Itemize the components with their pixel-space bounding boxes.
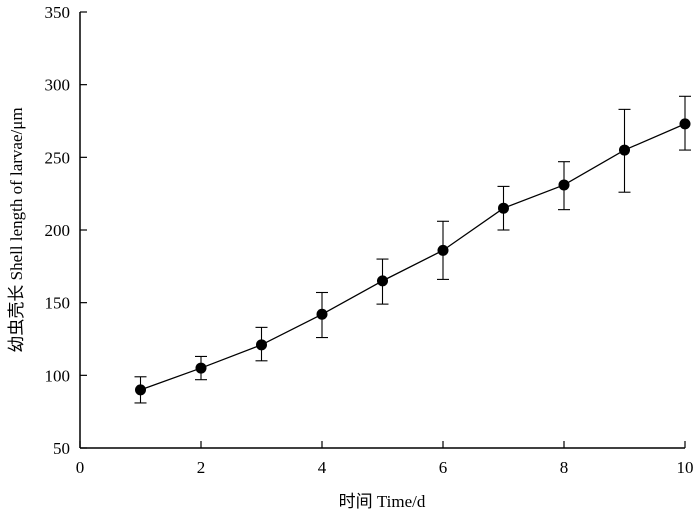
y-tick-label: 300 (45, 76, 71, 95)
data-point (498, 202, 509, 214)
y-tick-label: 100 (45, 366, 71, 385)
y-tick-label: 200 (45, 221, 71, 240)
data-point (377, 275, 388, 287)
data-point (256, 339, 267, 351)
x-tick-label: 10 (677, 458, 694, 477)
data-point (135, 384, 146, 396)
x-axis-title: 时间 Time/d (339, 492, 426, 511)
x-tick-label: 6 (439, 458, 448, 477)
y-tick-label: 150 (45, 294, 71, 313)
x-tick-label: 2 (197, 458, 206, 477)
y-axis-title: 幼虫壳长 Shell length of larvae/μm (7, 107, 26, 352)
data-point (437, 244, 449, 256)
axes: 0 2 4 6 8 10 50 100 150 200 250 300 350 (45, 3, 694, 477)
data-point (316, 308, 328, 320)
x-tick-label: 0 (76, 458, 85, 477)
data-point (195, 362, 207, 374)
y-tick-label: 50 (53, 439, 70, 458)
data-point (619, 144, 630, 156)
x-tick-label: 4 (318, 458, 327, 477)
y-tick-label: 350 (45, 3, 71, 22)
x-tick-label: 8 (560, 458, 569, 477)
y-tick-label: 250 (45, 148, 71, 167)
series-layer (134, 95, 691, 404)
data-point (558, 179, 570, 191)
series-line (140, 123, 686, 391)
data-point (679, 118, 691, 130)
